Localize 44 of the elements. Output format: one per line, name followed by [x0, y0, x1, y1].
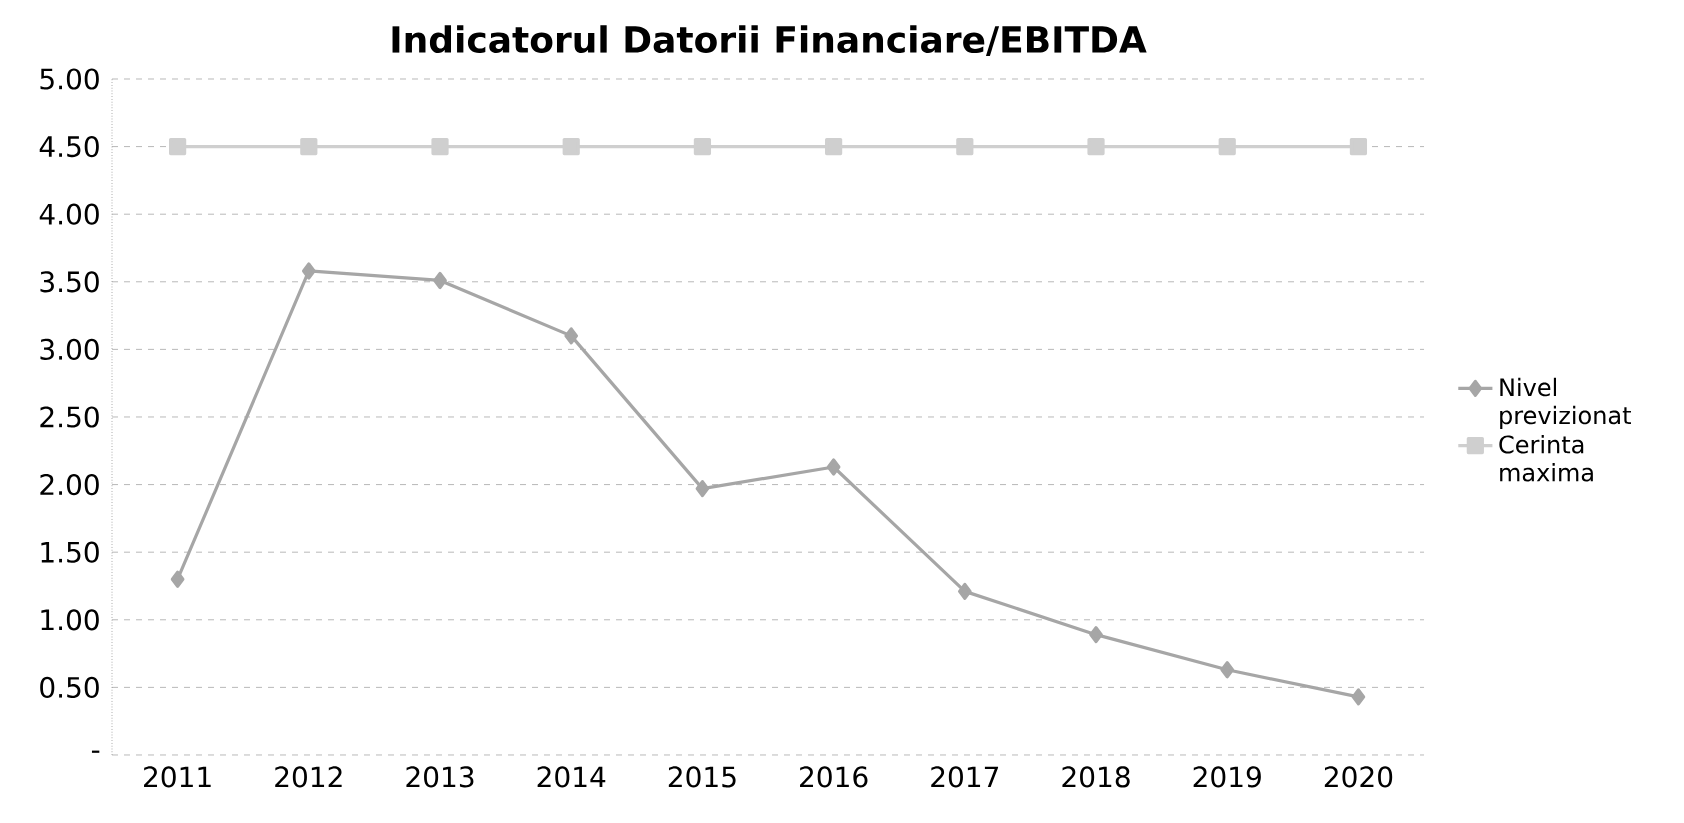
point	[1220, 661, 1235, 679]
point	[1351, 688, 1366, 706]
x-tick-label: 2011	[144, 766, 211, 788]
point	[300, 137, 318, 156]
x-tick-label: 2018	[1062, 766, 1130, 788]
y-tick-label: 3.50	[40, 271, 99, 293]
point	[169, 137, 187, 156]
point	[170, 570, 185, 588]
point	[564, 327, 579, 345]
x-tick-label: 2016	[800, 766, 868, 788]
y-tick-label: 1.50	[41, 541, 99, 563]
y-tick-label: 3.00	[40, 338, 99, 360]
point	[826, 458, 841, 476]
point	[431, 137, 449, 156]
point	[1089, 626, 1103, 644]
point	[957, 582, 972, 600]
x-tick-label: 2017	[931, 766, 999, 788]
point	[695, 480, 710, 498]
x-tick-label: 2015	[668, 766, 736, 788]
y-tick-label: 0.50	[40, 676, 99, 698]
legend-label: Nivel previzionat	[1500, 377, 1631, 429]
point	[693, 137, 712, 156]
point	[562, 137, 580, 156]
point	[301, 262, 316, 280]
x-tick-label: 2012	[275, 766, 342, 788]
y-tick-label: -	[91, 750, 100, 753]
point	[825, 137, 843, 156]
point	[1218, 137, 1236, 156]
x-tick-label: 2020	[1324, 766, 1393, 788]
chart-title: Indicatorul Datorii Financiare/EBITDA	[392, 25, 1147, 56]
point	[1087, 137, 1105, 156]
y-tick-label: 4.00	[39, 203, 99, 225]
y-tick-label: 4.50	[39, 135, 99, 158]
x-tick-label: 2019	[1193, 766, 1261, 788]
point	[956, 137, 974, 156]
point	[1349, 137, 1368, 156]
legend-label: Cerinta maxima	[1499, 435, 1593, 482]
point	[433, 271, 447, 290]
y-tick-label: 1.00	[41, 609, 99, 631]
x-tick-label: 2014	[537, 766, 606, 788]
y-tick-label: 2.00	[40, 473, 99, 496]
y-tick-label: 5.00	[40, 68, 99, 90]
x-tick-label: 2013	[406, 766, 474, 788]
y-tick-label: 2.50	[40, 406, 99, 428]
